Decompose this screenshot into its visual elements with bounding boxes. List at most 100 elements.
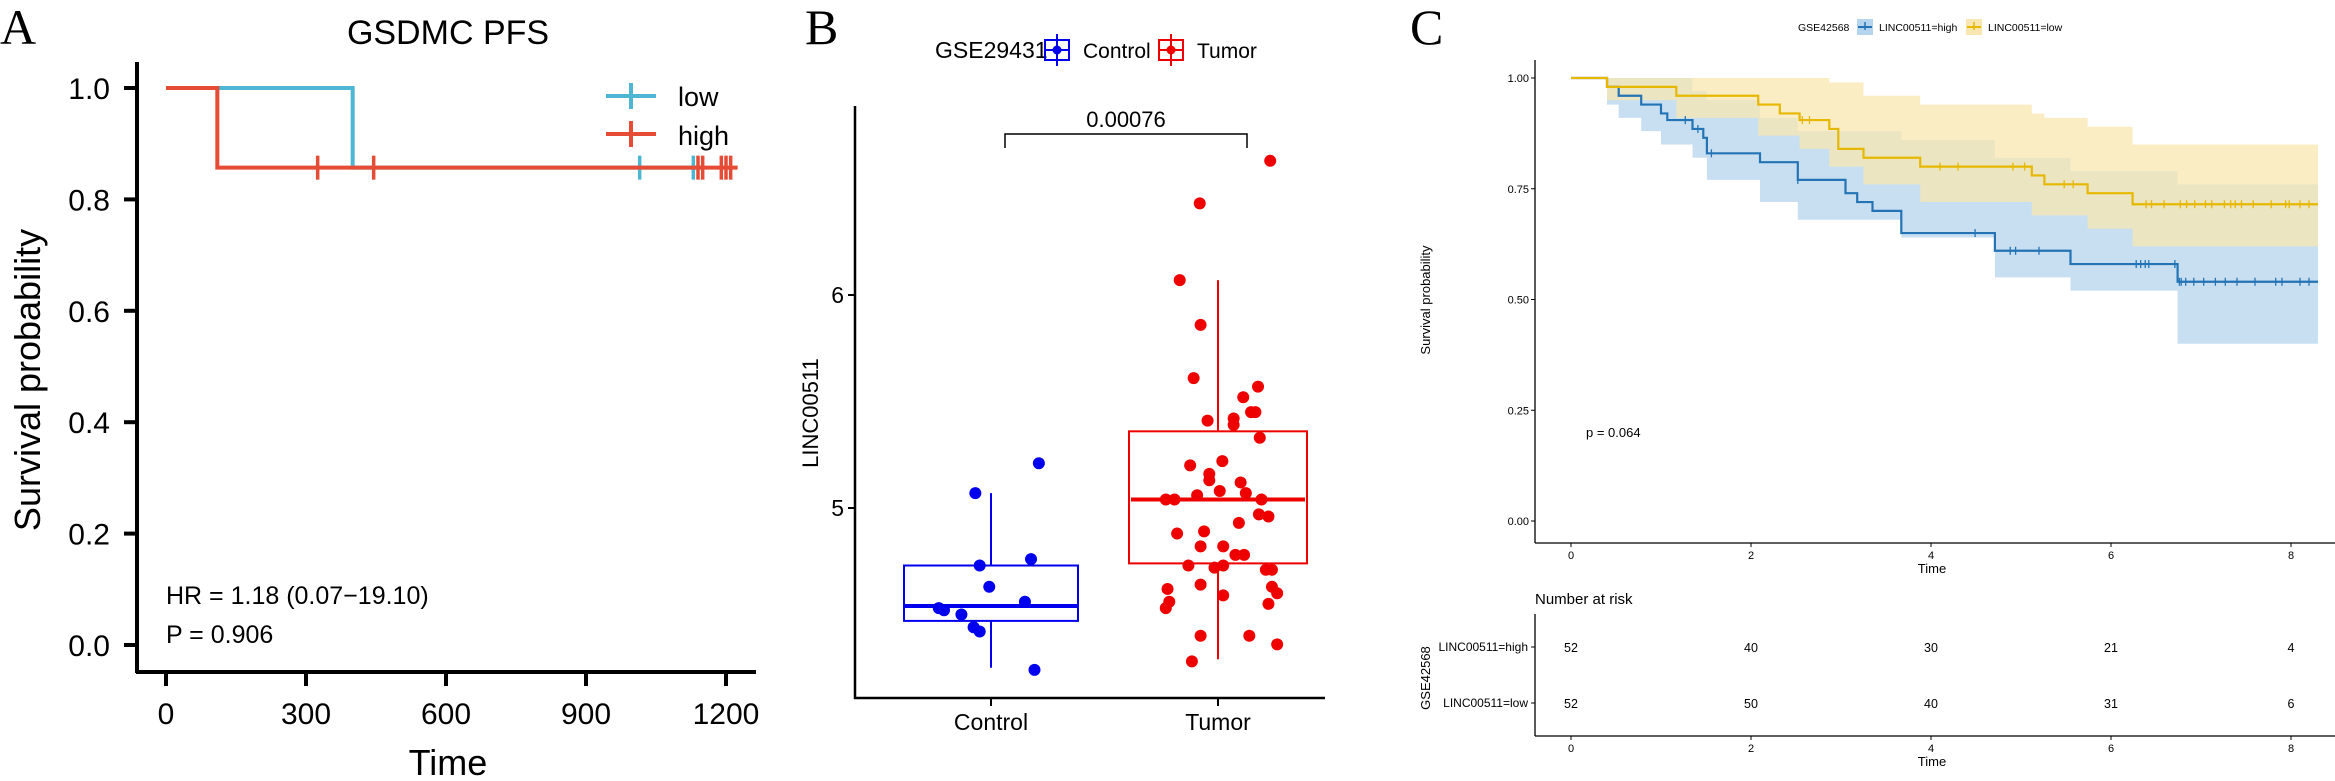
data-point-tumor [1159,493,1172,506]
data-point-tumor [1229,548,1242,561]
y-tick-label-a: 0.2 [68,519,110,552]
panel-letter-c: C [1410,0,1443,55]
y-tick-label-c: 0.25 [1508,405,1529,417]
data-point-tumor [1184,459,1197,472]
risk-table-strata-title: GSE42568 [1418,646,1433,710]
significance-bracket: 0.00076 [1004,107,1248,148]
data-point-control [969,487,982,500]
data-point-tumor [1159,602,1172,615]
risk-table: Number at risk GSE42568 LINC00511=high L… [1418,591,2335,769]
y-axis-label-a: Survival probability [7,229,48,531]
x-axis-label-c: Time [1918,561,1946,576]
chart-title-a: GSDMC PFS [347,14,549,52]
bracket-line [1004,133,1248,148]
data-point-tumor [1194,629,1207,642]
x-tick-label-b: Tumor [1185,709,1251,735]
risk-row-label-high: LINC00511=high [1438,640,1528,654]
legend-high-label-c: LINC00511=high [1879,22,1957,34]
data-point-tumor [1182,559,1195,572]
ci-band-LINC00511=high [1571,78,2318,344]
y-axis-label-b: LINC00511 [798,358,823,468]
x-tick-label-c: 8 [2288,550,2294,562]
legend-tumor-label: Tumor [1197,40,1257,63]
risk-value: 31 [2104,697,2118,711]
risk-x-tick-label: 6 [2108,743,2114,755]
x-tick-label-a: 1200 [693,698,760,731]
y-tick-label-a: 0.8 [68,184,110,217]
x-tick-label-a: 900 [561,698,611,731]
data-point-tumor [1227,418,1240,431]
x-axis-label-a: Time [409,742,488,781]
y-tick-label-a: 0.4 [68,407,110,440]
data-point-tumor [1173,274,1186,287]
box-control [903,564,1079,622]
data-point-tumor [1213,484,1226,497]
y-tick-label-c: 0.50 [1508,295,1529,307]
data-point-tumor [1252,380,1265,393]
data-point-tumor [1264,154,1277,167]
x-tick-label-c: 6 [2108,550,2114,562]
legend-low-label-c: LINC00511=low [1988,22,2063,34]
risk-value: 6 [2288,697,2295,711]
km-curve-LINC00511=high [1571,76,2318,283]
data-point-control [973,559,986,572]
panel-letter-a: A [0,0,36,55]
risk-value: 40 [1924,697,1938,711]
data-point-tumor [1217,540,1230,553]
km-curve-low [166,86,703,170]
panel-letter-b: B [805,0,838,55]
x-tick-label-c: 0 [1568,550,1574,562]
significance-label: 0.00076 [1086,107,1166,132]
x-tick-label-a: 600 [421,698,471,731]
risk-value: 30 [1924,641,1938,655]
data-point-tumor [1161,582,1174,595]
p-value-annotation-c: p = 0.064 [1586,425,1641,440]
data-point-tumor [1217,559,1230,572]
legend-control-dot [1052,45,1062,55]
risk-table-title: Number at risk [1535,591,1633,608]
data-point-tumor [1262,597,1275,610]
legend-c: GSE42568 LINC00511=high LINC00511=low [1798,19,2063,35]
data-point-tumor [1194,540,1207,553]
risk-value: 4 [2288,641,2295,655]
data-point-control [973,625,986,638]
p-value-annotation-a: P = 0.906 [166,621,273,649]
data-point-tumor [1232,516,1245,529]
data-point-tumor [1201,414,1214,427]
y-tick-label-c: 0.75 [1508,184,1529,196]
risk-value: 50 [1744,697,1758,711]
y-tick-label-c: 1.00 [1508,73,1529,85]
data-point-control [1028,663,1041,676]
y-tick-label-b: 6 [831,282,844,308]
legend-b: GSE29431 Control Tumor [935,34,1257,66]
data-point-tumor [1203,474,1216,487]
x-tick-label-b: Control [954,709,1028,735]
risk-x-tick-label: 0 [1568,743,1574,755]
data-point-tumor [1271,587,1284,600]
legend-a: low high [606,82,729,151]
risk-value: 40 [1744,641,1758,655]
legend-control-label: Control [1083,40,1151,63]
x-tick-label-c: 2 [1748,550,1754,562]
panel-b: B GSE29431 Control Tumor LINC00511 5 6 Con… [798,0,1325,735]
legend-tumor-dot [1166,45,1176,55]
km-curve-LINC00511=low [1571,76,2318,206]
data-point-tumor [1194,578,1207,591]
data-point-tumor [1168,493,1181,506]
data-point-tumor [1271,638,1284,651]
risk-x-tick-label: 4 [1928,743,1934,755]
km-curve-high [166,86,738,170]
legend-title-c: GSE42568 [1798,22,1850,34]
data-point-tumor [1171,527,1184,540]
data-point-tumor [1191,489,1204,502]
data-point-tumor [1239,487,1252,500]
y-tick-label-b: 5 [831,495,844,521]
panel-c: C GSE42568 LINC00511=high LINC00511=low … [1410,0,2335,769]
data-point-tumor [1185,655,1198,668]
risk-value: 52 [1564,697,1578,711]
data-point-tumor [1187,372,1200,385]
x-tick-label-a: 300 [281,698,331,731]
risk-value: 21 [2104,641,2118,655]
data-point-control [955,608,968,621]
